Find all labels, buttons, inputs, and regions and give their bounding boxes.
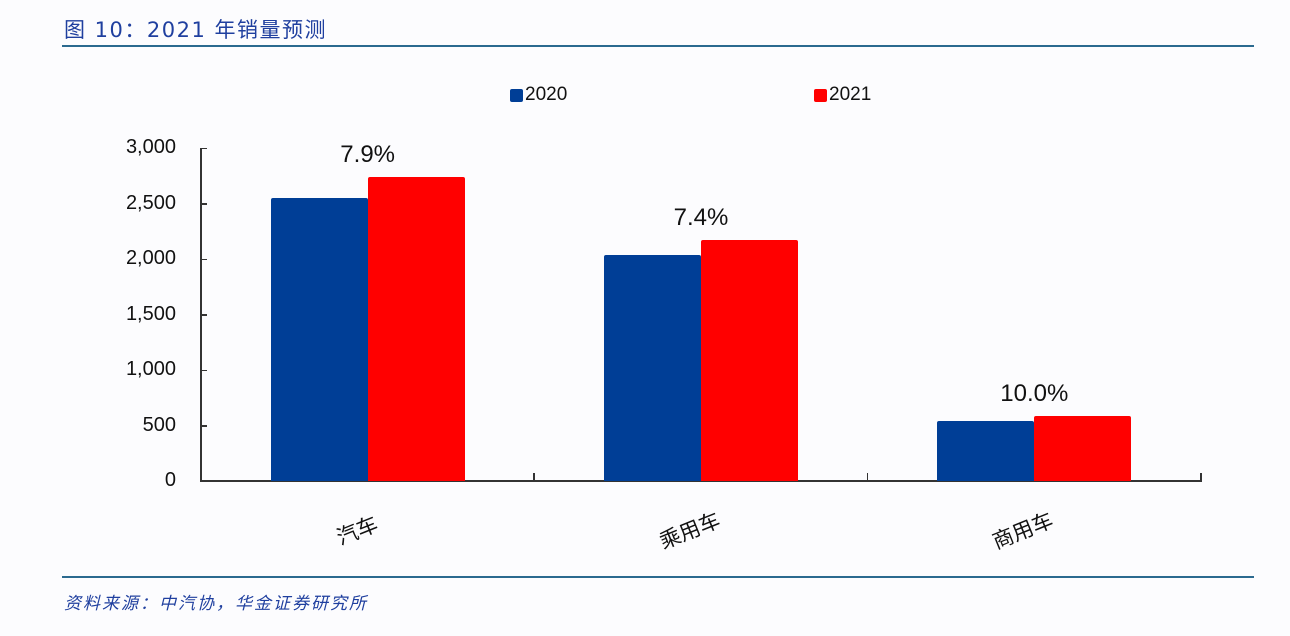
legend-item-2021: 2021 (814, 84, 871, 106)
bar-2021 (701, 240, 798, 481)
legend-swatch-2021 (814, 88, 827, 102)
y-tick (200, 203, 207, 205)
x-category-label: 商用车 (989, 508, 1057, 554)
x-tick (1200, 473, 1202, 481)
y-tick (200, 425, 207, 427)
bar-2020 (604, 255, 701, 481)
y-tick-label: 3,000 (125, 136, 176, 158)
bar-2020 (937, 421, 1035, 481)
y-tick-label: 1,000 (125, 358, 176, 380)
x-tick (200, 473, 202, 481)
y-tick (200, 147, 207, 149)
bar-2021 (367, 176, 465, 481)
y-tick (200, 314, 207, 316)
growth-label: 7.4% (673, 204, 729, 232)
legend-item-2020: 2020 (510, 84, 567, 106)
growth-label: 10.0% (1000, 380, 1069, 408)
legend-label-2020: 2020 (525, 84, 568, 105)
title-divider (62, 45, 1254, 47)
y-tick-label: 1,500 (125, 302, 176, 325)
bar-2021 (1034, 416, 1132, 481)
y-tick-label: 2,500 (125, 191, 176, 214)
source-note: 资料来源：中汽协，华金证券研究所 (64, 594, 368, 614)
legend-swatch-2020 (510, 88, 523, 102)
y-tick-label: 0 (164, 469, 176, 491)
figure-title: 图 10：2021 年销量预测 (64, 18, 328, 42)
x-tick (866, 473, 869, 481)
growth-label: 7.9% (340, 140, 395, 168)
bar-2020 (270, 197, 368, 481)
x-tick (533, 473, 535, 481)
y-tick (200, 369, 207, 371)
y-tick (200, 258, 207, 260)
x-category-label: 汽车 (333, 511, 381, 550)
y-tick-label: 2,000 (125, 247, 176, 269)
footer-divider (62, 576, 1254, 578)
x-category-label: 乘用车 (656, 508, 724, 554)
y-tick (200, 480, 207, 482)
legend-label-2021: 2021 (829, 84, 872, 105)
y-tick-label: 500 (142, 413, 176, 436)
